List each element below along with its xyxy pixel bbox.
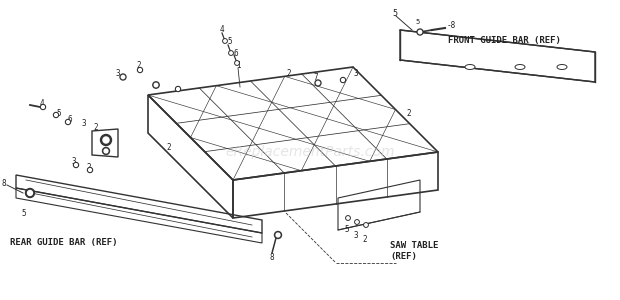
Circle shape [87, 167, 92, 172]
Text: 5: 5 [21, 208, 25, 217]
Circle shape [177, 88, 179, 90]
Text: 6: 6 [233, 49, 237, 58]
Text: 2: 2 [406, 109, 410, 118]
Circle shape [154, 83, 157, 87]
Circle shape [356, 221, 358, 223]
Circle shape [346, 216, 350, 220]
Circle shape [138, 68, 143, 73]
Ellipse shape [557, 64, 567, 70]
Text: -8: -8 [447, 22, 456, 31]
Circle shape [235, 61, 239, 65]
Circle shape [224, 40, 226, 42]
Text: 3: 3 [353, 68, 358, 77]
Circle shape [153, 82, 159, 88]
Circle shape [66, 119, 71, 124]
Circle shape [315, 80, 321, 86]
Circle shape [230, 52, 232, 54]
Text: 2: 2 [86, 163, 91, 172]
Text: 8: 8 [2, 178, 7, 188]
Circle shape [417, 29, 423, 35]
Text: 4: 4 [40, 98, 45, 107]
Circle shape [223, 39, 227, 43]
Circle shape [89, 169, 91, 171]
Text: 2: 2 [286, 68, 291, 77]
Text: 3: 3 [353, 230, 358, 239]
Ellipse shape [465, 64, 475, 70]
Circle shape [74, 163, 79, 167]
Text: FRONT GUIDE BAR (REF): FRONT GUIDE BAR (REF) [448, 35, 561, 44]
Circle shape [103, 137, 109, 143]
Circle shape [229, 51, 233, 55]
Circle shape [66, 121, 69, 123]
Circle shape [55, 114, 58, 116]
Text: 1: 1 [236, 61, 241, 70]
Circle shape [139, 69, 141, 71]
Text: 3: 3 [116, 68, 121, 77]
Text: 5: 5 [227, 38, 232, 46]
Circle shape [40, 104, 45, 110]
Circle shape [120, 74, 126, 80]
Circle shape [342, 79, 344, 81]
Circle shape [365, 224, 367, 226]
Text: 7: 7 [313, 73, 317, 82]
Circle shape [175, 86, 180, 92]
Circle shape [275, 232, 281, 238]
Circle shape [347, 217, 349, 219]
Text: 2: 2 [93, 122, 97, 131]
Circle shape [104, 149, 108, 153]
Ellipse shape [515, 64, 525, 70]
Circle shape [122, 75, 125, 79]
Circle shape [74, 164, 78, 166]
Text: 4: 4 [220, 26, 224, 34]
Circle shape [340, 77, 345, 83]
Circle shape [355, 220, 359, 224]
Text: 2: 2 [136, 61, 141, 70]
Text: 5: 5 [392, 8, 397, 17]
Circle shape [276, 233, 280, 237]
Circle shape [364, 223, 368, 227]
Text: 3: 3 [71, 157, 76, 166]
Circle shape [236, 62, 238, 64]
Circle shape [418, 30, 422, 34]
Text: 8: 8 [270, 253, 275, 262]
Text: 2: 2 [362, 236, 366, 244]
Circle shape [25, 188, 35, 197]
Text: 5: 5 [415, 19, 419, 25]
Text: 5: 5 [56, 109, 61, 118]
Text: SAW TABLE
(REF): SAW TABLE (REF) [390, 241, 438, 261]
Circle shape [100, 134, 112, 146]
Text: REAR GUIDE BAR (REF): REAR GUIDE BAR (REF) [10, 238, 118, 247]
Text: 2: 2 [166, 142, 170, 152]
Text: 6: 6 [68, 115, 73, 124]
Circle shape [53, 112, 58, 118]
Circle shape [316, 81, 320, 85]
Text: 3: 3 [81, 118, 86, 127]
Circle shape [102, 148, 110, 154]
Text: eReplacementParts.com: eReplacementParts.com [225, 145, 395, 159]
Text: 5: 5 [344, 226, 348, 235]
Circle shape [42, 106, 45, 108]
Circle shape [27, 190, 32, 196]
